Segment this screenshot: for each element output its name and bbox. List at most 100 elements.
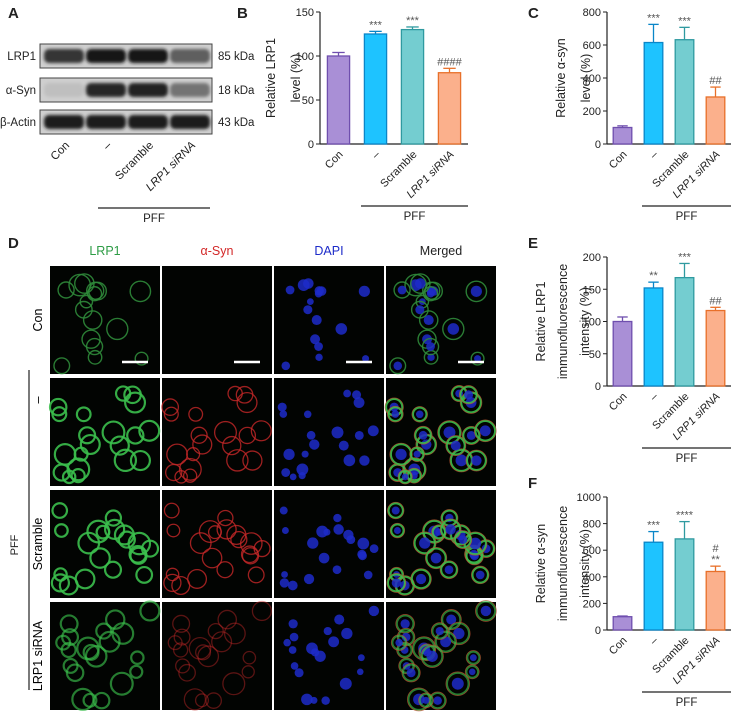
micro-header: DAPI xyxy=(314,244,343,258)
y-tick-label: 100 xyxy=(296,51,314,63)
bar xyxy=(326,55,351,145)
x-tick-label: Con xyxy=(607,391,630,414)
bar xyxy=(612,126,633,145)
micro-row-label: Scramble xyxy=(31,518,45,571)
bar xyxy=(437,72,462,145)
y-tick-label: 0 xyxy=(595,625,601,637)
y-tick-label: 200 xyxy=(583,252,601,264)
y-tick-label: 200 xyxy=(583,106,601,118)
blot-band xyxy=(86,49,126,63)
blot-band xyxy=(128,49,168,63)
bar xyxy=(705,309,726,387)
significance-label: ## xyxy=(709,75,722,87)
chart-e: 0 50 100 150 200 Relative LRP1 immunofluoresce… xyxy=(534,251,731,465)
x-tick-label: Con xyxy=(323,149,346,172)
x-tick-label: – xyxy=(370,148,383,161)
y-tick-label: 0 xyxy=(308,139,314,151)
micro-cells xyxy=(55,600,161,712)
lane-label: Con xyxy=(49,140,72,163)
pff-group-label: PFF xyxy=(143,213,165,225)
significance-label: *** xyxy=(406,15,420,27)
bar xyxy=(643,41,664,145)
micro-cells xyxy=(389,273,488,375)
micro-cells xyxy=(386,501,496,596)
bar xyxy=(400,28,425,145)
x-tick-label: Con xyxy=(607,149,630,172)
y-tick-label: 150 xyxy=(296,7,314,19)
pff-group-label: PFF xyxy=(676,453,698,465)
micro-header: α-Syn xyxy=(201,244,234,258)
y-axis-label: Relative α-syn xyxy=(534,524,548,604)
bar xyxy=(705,570,726,631)
x-tick-label: – xyxy=(648,634,661,647)
bar xyxy=(612,616,633,631)
chart-c: 0 200 400 600 800 Relative α-syn level (%) Con *… xyxy=(554,7,731,223)
micro-cells xyxy=(163,502,271,596)
chart-b: 0 50 100 150 Relative LRP1 level (%) Con *** – **… xyxy=(264,7,468,223)
y-tick-label: 1000 xyxy=(577,492,601,504)
micro-tile xyxy=(274,602,384,710)
micro-cells xyxy=(277,389,379,481)
blot-band xyxy=(44,83,84,97)
y-tick-label: 0 xyxy=(595,139,601,151)
y-tick-label: 600 xyxy=(583,40,601,52)
y-tick-label: 200 xyxy=(583,598,601,610)
significance-label: *** xyxy=(647,12,661,24)
blot-band xyxy=(44,49,84,63)
pff-group-label: PFF xyxy=(676,211,698,223)
significance-label: ** xyxy=(711,554,720,566)
panel-label-a: A xyxy=(8,5,19,22)
lane-label: Scramble xyxy=(113,140,156,183)
significance-label: *** xyxy=(647,520,661,532)
panel-label-c: C xyxy=(528,5,539,22)
y-tick-label: 400 xyxy=(583,73,601,85)
micro-tile xyxy=(162,266,272,374)
micro-header: LRP1 xyxy=(89,244,120,258)
micro-cells xyxy=(53,273,152,375)
blot-band xyxy=(170,83,210,97)
chart-f: 0 200 400 600 800 1000 Relative α-syn immunoflu… xyxy=(534,492,731,709)
y-axis-label: level (%) xyxy=(289,54,303,103)
y-axis-label: intensity (%) xyxy=(578,287,592,356)
band-name: α-Syn xyxy=(6,85,36,97)
microscopy-grid: LRP1 α-Syn DAPI Merged Con – Scramble LRP1 siR… xyxy=(9,244,497,712)
panel-label-d: D xyxy=(8,235,19,252)
y-tick-label: 0 xyxy=(595,381,601,393)
micro-cells xyxy=(50,502,160,596)
bar xyxy=(363,33,388,145)
y-tick-label: 150 xyxy=(583,284,601,296)
y-axis-label: Relative α-syn xyxy=(554,38,568,118)
y-axis-label: intensity (%) xyxy=(578,529,592,598)
x-tick-label: – xyxy=(648,148,661,161)
micro-tile xyxy=(162,602,272,710)
band-size: 43 kDa xyxy=(218,117,255,129)
pff-group-label: PFF xyxy=(676,697,698,709)
micro-row-label: LRP1 siRNA xyxy=(31,620,45,691)
micro-tile xyxy=(50,266,160,374)
significance-label: #### xyxy=(437,56,462,68)
band-size: 18 kDa xyxy=(218,85,255,97)
bar xyxy=(674,538,695,631)
band-name: β-Actin xyxy=(0,117,36,129)
y-axis-label: Relative LRP1 xyxy=(534,282,548,362)
blot-band xyxy=(170,115,210,129)
micro-cells xyxy=(283,605,380,706)
y-tick-label: 600 xyxy=(583,545,601,557)
micro-pff-label: PFF xyxy=(9,534,21,555)
bar xyxy=(674,276,695,387)
bar xyxy=(612,320,633,387)
significance-label: **** xyxy=(676,510,694,522)
panel-label-b: B xyxy=(237,5,248,22)
bar xyxy=(705,96,726,145)
y-axis-label: immunofluorescence xyxy=(556,264,570,379)
y-tick-label: 800 xyxy=(583,7,601,19)
significance-label: # xyxy=(712,543,719,555)
bar xyxy=(674,39,695,145)
blot-band xyxy=(128,83,168,97)
panel-label-e: E xyxy=(528,235,538,252)
significance-label: ** xyxy=(649,270,658,282)
micro-cells xyxy=(48,385,161,485)
significance-label: *** xyxy=(678,15,692,27)
y-tick-label: 400 xyxy=(583,572,601,584)
